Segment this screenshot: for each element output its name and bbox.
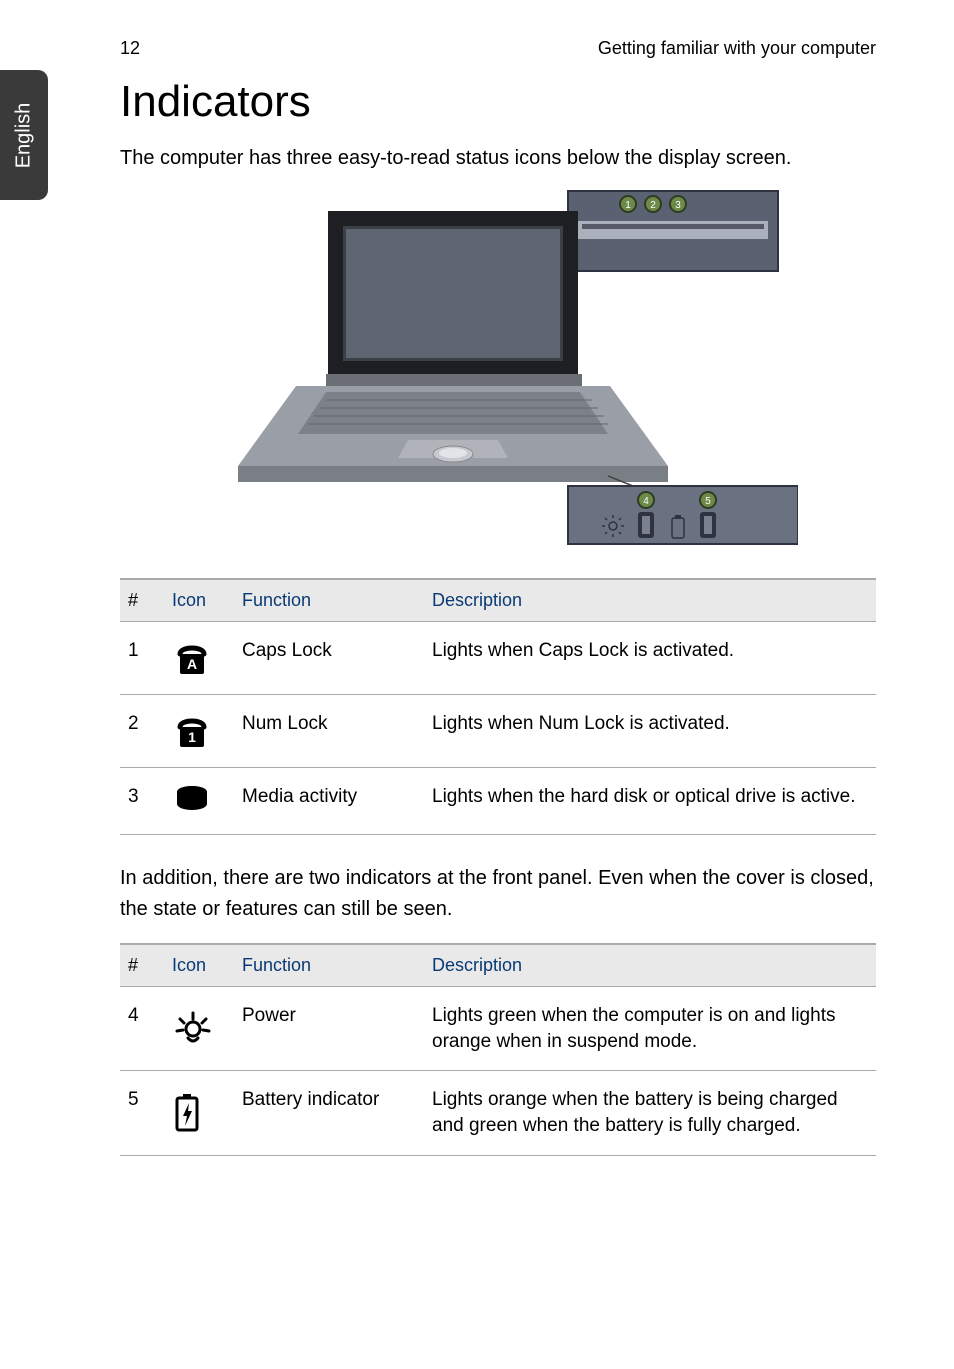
- th-function: Function: [234, 944, 424, 987]
- row-num: 3: [120, 768, 164, 835]
- th-hash: #: [120, 579, 164, 622]
- svg-text:1: 1: [188, 729, 196, 745]
- svg-text:4: 4: [643, 496, 649, 507]
- page-title: Indicators: [120, 77, 876, 127]
- num-lock-icon: 1: [164, 695, 234, 768]
- table-row: 4: [120, 987, 876, 1071]
- row-num: 5: [120, 1071, 164, 1155]
- th-hash: #: [120, 944, 164, 987]
- svg-text:2: 2: [650, 200, 656, 211]
- battery-icon: [164, 1071, 234, 1155]
- laptop-figure: 1 2 3: [120, 186, 876, 546]
- laptop-illustration: 1 2 3: [198, 186, 798, 546]
- caps-lock-icon: A: [164, 622, 234, 695]
- table-row: 3 Media activity Lights when the hard di…: [120, 768, 876, 835]
- between-text: In addition, there are two indicators at…: [120, 863, 876, 925]
- row-desc: Lights green when the computer is on and…: [424, 987, 876, 1071]
- svg-text:5: 5: [705, 496, 711, 507]
- header-title: Getting familiar with your computer: [598, 38, 876, 59]
- row-func: Power: [234, 987, 424, 1071]
- th-function: Function: [234, 579, 424, 622]
- svg-text:A: A: [187, 656, 197, 672]
- svg-text:3: 3: [675, 200, 681, 211]
- row-desc: Lights when the hard disk or optical dri…: [424, 768, 876, 835]
- row-func: Caps Lock: [234, 622, 424, 695]
- row-desc: Lights orange when the battery is being …: [424, 1071, 876, 1155]
- th-icon: Icon: [164, 944, 234, 987]
- row-num: 1: [120, 622, 164, 695]
- th-icon: Icon: [164, 579, 234, 622]
- page-header: 12 Getting familiar with your computer: [60, 38, 876, 59]
- language-tab: English: [0, 70, 48, 200]
- row-desc: Lights when Num Lock is activated.: [424, 695, 876, 768]
- page: 12 Getting familiar with your computer E…: [0, 0, 954, 1244]
- row-func: Media activity: [234, 768, 424, 835]
- content: Indicators The computer has three easy-t…: [60, 77, 876, 1156]
- language-label: English: [13, 102, 36, 168]
- table-row: 1 A Caps Lock Lights when Caps Lock is a…: [120, 622, 876, 695]
- row-num: 4: [120, 987, 164, 1071]
- indicators-table-1: # Icon Function Description 1 A: [120, 578, 876, 835]
- table-row: 5 Battery indicator Lights orange when t…: [120, 1071, 876, 1155]
- indicators-table-2: # Icon Function Description 4: [120, 943, 876, 1156]
- th-description: Description: [424, 579, 876, 622]
- power-icon: [164, 987, 234, 1071]
- page-number: 12: [120, 38, 140, 59]
- intro-text: The computer has three easy-to-read stat…: [120, 143, 876, 174]
- row-func: Battery indicator: [234, 1071, 424, 1155]
- row-desc: Lights when Caps Lock is activated.: [424, 622, 876, 695]
- th-description: Description: [424, 944, 876, 987]
- table-row: 2 1 Num Lock Lights when Num Lock is act…: [120, 695, 876, 768]
- svg-text:1: 1: [625, 200, 631, 211]
- row-num: 2: [120, 695, 164, 768]
- row-func: Num Lock: [234, 695, 424, 768]
- media-activity-icon: [164, 768, 234, 835]
